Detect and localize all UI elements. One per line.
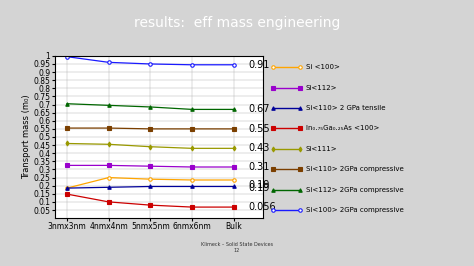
Si<110> 2 GPa tensile xyxy=(231,185,237,188)
Si<111> xyxy=(189,147,195,150)
Line: Si<110> 2 GPa tensile: Si<110> 2 GPa tensile xyxy=(65,185,236,190)
Si<100> 2GPa compressive xyxy=(189,63,195,66)
Si<110> 2GPa compressive xyxy=(147,127,153,130)
Si<110> 2GPa compressive xyxy=(189,127,195,130)
Text: 0.43: 0.43 xyxy=(248,143,270,153)
Text: 0.19: 0.19 xyxy=(248,180,270,190)
Text: 0.056: 0.056 xyxy=(248,202,276,212)
In₀.₇₅Ga₀.₂₅As <100> xyxy=(189,206,195,209)
Si <100> xyxy=(106,176,111,179)
Si<112> xyxy=(64,164,70,167)
Si <100> xyxy=(147,178,153,181)
Text: 0.19: 0.19 xyxy=(248,183,270,193)
Text: Si<100> 2GPa compressive: Si<100> 2GPa compressive xyxy=(306,207,403,213)
Si<110> 2 GPa tensile xyxy=(106,186,111,189)
Si<100> 2GPa compressive xyxy=(106,61,111,64)
Line: Si<112> 2GPa compressive: Si<112> 2GPa compressive xyxy=(65,102,236,111)
Si<112> 2GPa compressive xyxy=(64,102,70,105)
Si<110> 2 GPa tensile xyxy=(189,185,195,188)
Si <100> xyxy=(64,186,70,190)
Text: Si<110> 2 GPa tensile: Si<110> 2 GPa tensile xyxy=(306,105,385,111)
Line: Si<100> 2GPa compressive: Si<100> 2GPa compressive xyxy=(65,55,236,66)
In₀.₇₅Ga₀.₂₅As <100> xyxy=(64,193,70,196)
Line: Si<111>: Si<111> xyxy=(65,142,236,150)
Text: 0.91: 0.91 xyxy=(248,60,270,70)
Si<112> 2GPa compressive xyxy=(189,108,195,111)
Text: Klimeck – Solid State Devices
12: Klimeck – Solid State Devices 12 xyxy=(201,242,273,253)
Text: results:  eff mass engineering: results: eff mass engineering xyxy=(134,16,340,30)
Text: In₀.₇₅Ga₀.₂₅As <100>: In₀.₇₅Ga₀.₂₅As <100> xyxy=(306,125,379,131)
Si<112> xyxy=(231,165,237,169)
Si<100> 2GPa compressive xyxy=(147,62,153,65)
Si <100> xyxy=(189,178,195,182)
Text: Si <100>: Si <100> xyxy=(306,64,339,70)
Si<112> xyxy=(147,165,153,168)
Y-axis label: Transport mass (m₀): Transport mass (m₀) xyxy=(21,95,30,179)
Text: Si<111>: Si<111> xyxy=(306,146,337,152)
Line: Si<112>: Si<112> xyxy=(65,164,236,169)
Si<110> 2GPa compressive xyxy=(231,127,237,130)
Si<110> 2GPa compressive xyxy=(64,126,70,130)
In₀.₇₅Ga₀.₂₅As <100> xyxy=(106,200,111,203)
Si<110> 2 GPa tensile xyxy=(64,186,70,190)
Si<112> xyxy=(189,165,195,169)
Text: Si<112>: Si<112> xyxy=(306,85,337,91)
Text: 0.67: 0.67 xyxy=(248,105,270,114)
Si<100> 2GPa compressive xyxy=(64,55,70,58)
Si<112> 2GPa compressive xyxy=(106,104,111,107)
Si<111> xyxy=(64,142,70,145)
Si<110> 2 GPa tensile xyxy=(147,185,153,188)
In₀.₇₅Ga₀.₂₅As <100> xyxy=(147,203,153,207)
Si<100> 2GPa compressive xyxy=(231,63,237,66)
Si<111> xyxy=(231,147,237,150)
Text: 0.55: 0.55 xyxy=(248,124,270,134)
Si<111> xyxy=(147,145,153,148)
Si<112> 2GPa compressive xyxy=(147,105,153,109)
Si<112> xyxy=(106,164,111,167)
Text: Si<110> 2GPa compressive: Si<110> 2GPa compressive xyxy=(306,166,403,172)
Si<112> 2GPa compressive xyxy=(231,108,237,111)
Text: 0.31: 0.31 xyxy=(248,162,270,172)
Line: Si<110> 2GPa compressive: Si<110> 2GPa compressive xyxy=(65,126,236,131)
Text: Si<112> 2GPa compressive: Si<112> 2GPa compressive xyxy=(306,187,403,193)
Line: In₀.₇₅Ga₀.₂₅As <100>: In₀.₇₅Ga₀.₂₅As <100> xyxy=(65,192,236,209)
Line: Si <100>: Si <100> xyxy=(65,176,236,190)
Si<110> 2GPa compressive xyxy=(106,126,111,130)
Si<111> xyxy=(106,143,111,146)
Si <100> xyxy=(231,178,237,182)
In₀.₇₅Ga₀.₂₅As <100> xyxy=(231,206,237,209)
